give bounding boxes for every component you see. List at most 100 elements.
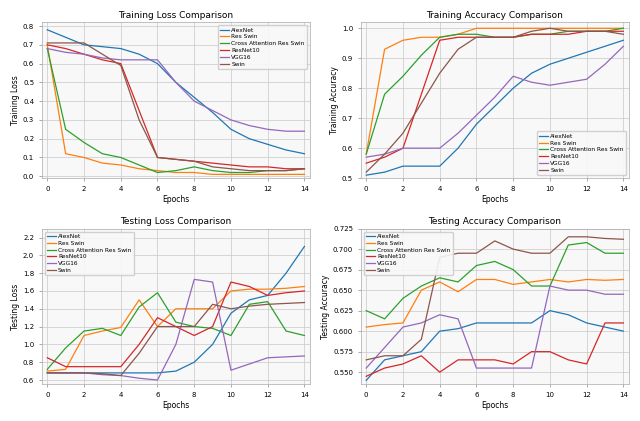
Swin xyxy=(190,324,198,329)
Cross Attention Res Swin xyxy=(620,26,627,31)
ResNet10 xyxy=(381,155,388,160)
AlexNet xyxy=(117,370,125,376)
ResNet10 xyxy=(154,155,161,160)
Swin xyxy=(528,250,536,256)
VGG16 xyxy=(44,46,51,51)
Res Swin xyxy=(564,26,572,31)
ResNet10 xyxy=(190,159,198,164)
ResNet10 xyxy=(362,374,370,379)
Swin xyxy=(301,166,308,171)
AlexNet xyxy=(62,370,70,376)
Cross Attention Res Swin xyxy=(99,151,106,156)
Swin xyxy=(227,166,235,171)
Line: Swin: Swin xyxy=(366,28,623,172)
VGG16 xyxy=(583,288,591,293)
VGG16 xyxy=(282,129,290,134)
Res Swin xyxy=(154,324,161,329)
Cross Attention Res Swin xyxy=(546,32,554,37)
Cross Attention Res Swin xyxy=(190,324,198,329)
Swin xyxy=(154,155,161,160)
VGG16 xyxy=(190,277,198,282)
ResNet10 xyxy=(80,52,88,57)
Res Swin xyxy=(454,289,462,294)
ResNet10 xyxy=(620,320,627,325)
Swin xyxy=(564,234,572,240)
Cross Attention Res Swin xyxy=(80,140,88,145)
AlexNet xyxy=(509,86,517,91)
Legend: AlexNet, Res Swin, Cross Attention Res Swin, ResNet10, VGG16, Swin: AlexNet, Res Swin, Cross Attention Res S… xyxy=(218,25,307,69)
ResNet10 xyxy=(601,320,609,325)
Line: Res Swin: Res Swin xyxy=(47,45,305,174)
Res Swin xyxy=(190,306,198,311)
Res Swin xyxy=(80,155,88,160)
Line: Cross Attention Res Swin: Cross Attention Res Swin xyxy=(47,48,305,173)
Res Swin xyxy=(301,284,308,289)
VGG16 xyxy=(454,316,462,321)
VGG16 xyxy=(117,373,125,378)
AlexNet xyxy=(154,370,161,376)
Cross Attention Res Swin xyxy=(135,304,143,309)
Res Swin xyxy=(417,288,425,293)
AlexNet xyxy=(417,349,425,354)
ResNet10 xyxy=(190,333,198,338)
Res Swin xyxy=(80,333,88,338)
VGG16 xyxy=(620,44,627,49)
ResNet10 xyxy=(491,357,499,362)
Cross Attention Res Swin xyxy=(62,127,70,132)
Res Swin xyxy=(620,277,627,282)
VGG16 xyxy=(546,283,554,288)
AlexNet xyxy=(381,170,388,175)
AlexNet xyxy=(417,164,425,169)
Line: ResNet10: ResNet10 xyxy=(366,31,623,163)
Cross Attention Res Swin xyxy=(491,35,499,40)
Cross Attention Res Swin xyxy=(509,267,517,272)
Swin xyxy=(491,238,499,243)
Res Swin xyxy=(190,170,198,175)
VGG16 xyxy=(620,292,627,297)
Line: Swin: Swin xyxy=(47,43,305,171)
Swin xyxy=(44,370,51,376)
ResNet10 xyxy=(80,364,88,369)
ResNet10 xyxy=(172,157,180,162)
Swin xyxy=(620,237,627,242)
Res Swin xyxy=(546,277,554,282)
Swin xyxy=(117,373,125,378)
Swin xyxy=(399,131,407,136)
Cross Attention Res Swin xyxy=(80,328,88,333)
Cross Attention Res Swin xyxy=(528,283,536,288)
VGG16 xyxy=(601,62,609,67)
ResNet10 xyxy=(117,364,125,369)
Swin xyxy=(264,302,271,307)
ResNet10 xyxy=(454,357,462,362)
AlexNet xyxy=(135,52,143,57)
Res Swin xyxy=(509,282,517,287)
Cross Attention Res Swin xyxy=(436,275,444,280)
Res Swin xyxy=(227,288,235,293)
Line: AlexNet: AlexNet xyxy=(47,30,305,154)
AlexNet xyxy=(546,308,554,313)
VGG16 xyxy=(172,342,180,347)
ResNet10 xyxy=(264,293,271,298)
Cross Attention Res Swin xyxy=(301,333,308,338)
Cross Attention Res Swin xyxy=(601,29,609,34)
VGG16 xyxy=(209,280,216,285)
Res Swin xyxy=(491,26,499,31)
Res Swin xyxy=(583,26,591,31)
Swin xyxy=(209,164,216,169)
Line: Cross Attention Res Swin: Cross Attention Res Swin xyxy=(47,293,305,369)
Cross Attention Res Swin xyxy=(454,280,462,285)
ResNet10 xyxy=(620,29,627,34)
Res Swin xyxy=(209,172,216,177)
VGG16 xyxy=(472,365,480,370)
Swin xyxy=(135,351,143,356)
VGG16 xyxy=(399,325,407,330)
AlexNet xyxy=(190,95,198,100)
X-axis label: Epochs: Epochs xyxy=(162,401,189,410)
ResNet10 xyxy=(301,288,308,293)
Cross Attention Res Swin xyxy=(564,29,572,34)
Res Swin xyxy=(472,277,480,282)
Swin xyxy=(172,157,180,162)
ResNet10 xyxy=(362,161,370,166)
ResNet10 xyxy=(117,61,125,66)
AlexNet xyxy=(99,44,106,49)
